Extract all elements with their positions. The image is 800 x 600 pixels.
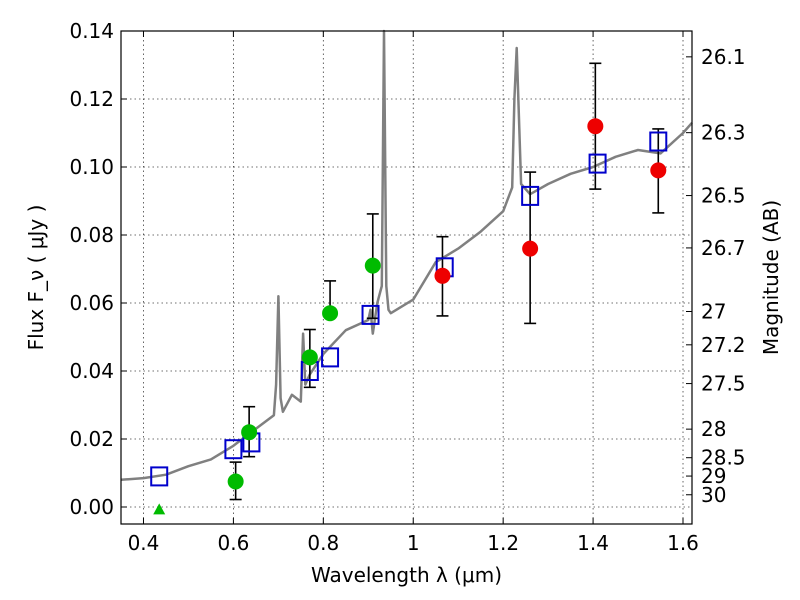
circle-marker [522, 240, 539, 257]
x-tick-label: 0.4 [128, 531, 160, 555]
square-marker [521, 185, 540, 206]
right-tick-label: 30 [701, 483, 726, 507]
square-marker [224, 439, 243, 460]
x-tick-label: 0.8 [307, 531, 339, 555]
y-tick-label: 0.14 [69, 19, 114, 43]
circle-marker [322, 305, 339, 322]
triangle-marker [153, 503, 166, 515]
circle-marker [241, 424, 258, 441]
square-marker [150, 466, 169, 487]
y-tick-label: 0.12 [69, 87, 114, 111]
grid [121, 30, 692, 524]
circle-marker [434, 267, 451, 284]
plot-frame [120, 30, 693, 525]
right-tick-label: 28.5 [701, 446, 746, 470]
circle-marker [587, 118, 604, 135]
y-tick-label: 0.00 [69, 495, 114, 519]
x-tick-label: 1.4 [577, 531, 609, 555]
data-markers [150, 118, 668, 515]
y-tick-label: 0.06 [69, 291, 114, 315]
square-marker [321, 347, 340, 368]
axis-ticks: 0.4 0.6 0.8 1 1.2 1.4 1.6 0.00 0.02 0.04 0.06 0.08 0… [69, 19, 745, 555]
right-tick-label: 27.2 [701, 333, 746, 357]
circle-marker [364, 257, 381, 274]
model-spectrum [120, 29, 693, 482]
right-tick-label: 28 [701, 417, 726, 441]
right-tick-label: 27 [701, 300, 726, 324]
spectrum-line [120, 29, 693, 482]
y-tick-label: 0.10 [69, 155, 114, 179]
right-tick-label: 26.1 [701, 45, 746, 69]
circle-marker [227, 473, 244, 490]
square-marker [361, 304, 380, 325]
x-axis-label: Wavelength λ (μm) [311, 563, 502, 587]
right-tick-label: 26.5 [701, 184, 746, 208]
square-marker [588, 153, 607, 174]
y-tick-label: 0.04 [69, 359, 114, 383]
right-tick-label: 27.5 [701, 372, 746, 396]
square-marker [649, 131, 668, 152]
x-tick-label: 1.2 [487, 531, 519, 555]
y-axis-label: Flux F_ν ( μJy ) [24, 205, 48, 351]
y-tick-label: 0.08 [69, 223, 114, 247]
x-tick-label: 1 [407, 531, 420, 555]
x-tick-label: 1.6 [667, 531, 699, 555]
right-tick-label: 26.3 [701, 121, 746, 145]
right-tick-label: 26.7 [701, 236, 746, 260]
circle-marker [650, 162, 667, 179]
right-axis-label: Magnitude (AB) [759, 200, 783, 355]
circle-marker [301, 349, 318, 366]
x-tick-label: 0.6 [217, 531, 249, 555]
y-tick-label: 0.02 [69, 427, 114, 451]
right-tick-label: 29 [701, 464, 726, 488]
